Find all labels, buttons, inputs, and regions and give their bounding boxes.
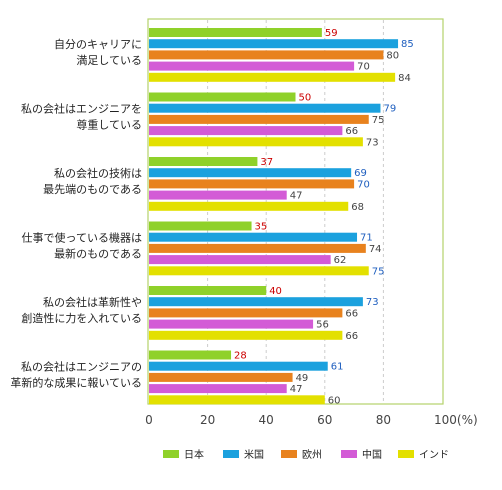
bar-欧州 xyxy=(149,179,355,189)
legend-swatch xyxy=(281,450,297,458)
data-label: 80 xyxy=(386,50,399,61)
data-label: 70 xyxy=(357,62,370,73)
category-label: 満足している xyxy=(76,54,142,67)
data-label: 28 xyxy=(234,351,247,362)
legend-label: インド xyxy=(419,450,449,461)
data-label: 84 xyxy=(398,73,411,84)
bar-米国 xyxy=(149,297,363,307)
bar-インド xyxy=(149,266,369,276)
legend-label: 日本 xyxy=(184,448,204,461)
data-label: 61 xyxy=(331,362,344,373)
legend-label: 米国 xyxy=(244,448,264,461)
category-label: 最先端のものである xyxy=(43,183,142,196)
bar-欧州 xyxy=(149,372,293,382)
data-label: 59 xyxy=(325,28,338,39)
data-label: 75 xyxy=(372,266,385,277)
x-tick-label: 40 xyxy=(259,413,274,427)
bar-米国 xyxy=(149,361,328,371)
bar-日本 xyxy=(149,350,232,360)
bar-米国 xyxy=(149,103,381,113)
x-tick-label: 80 xyxy=(376,413,391,427)
data-label: 73 xyxy=(366,137,379,148)
data-label: 69 xyxy=(354,168,367,179)
data-label: 47 xyxy=(290,191,303,202)
bar-日本 xyxy=(149,157,258,166)
x-tick-label: 20 xyxy=(200,413,215,427)
category-label: 仕事で使っている機器は xyxy=(22,230,142,244)
category-label: 私の会社はエンジニアを xyxy=(21,101,142,115)
legend-swatch xyxy=(223,450,239,458)
data-label: 47 xyxy=(290,384,303,395)
data-label: 66 xyxy=(345,126,358,137)
bar-欧州 xyxy=(149,50,384,60)
bar-インド xyxy=(149,201,349,211)
category-label: 私の会社の技術は xyxy=(54,166,142,180)
category-label: 革新的な成果に報いている xyxy=(10,375,142,389)
category-label: 尊重している xyxy=(76,117,142,131)
category-label: 私の会社はエンジニアの xyxy=(21,359,142,373)
bar-米国 xyxy=(149,168,352,178)
data-label: 71 xyxy=(360,233,373,244)
data-label: 70 xyxy=(357,179,370,190)
x-tick-label: 100(%) xyxy=(434,413,478,427)
data-label: 66 xyxy=(345,308,358,319)
bar-米国 xyxy=(149,39,399,49)
x-tick-label: 60 xyxy=(317,413,332,427)
data-label: 56 xyxy=(316,320,329,331)
bar-中国 xyxy=(149,190,287,200)
data-label: 74 xyxy=(369,244,382,255)
bar-インド xyxy=(149,395,325,405)
bar-中国 xyxy=(149,61,355,71)
data-label: 35 xyxy=(255,222,268,233)
data-label: 50 xyxy=(299,93,312,104)
category-label: 自分のキャリアに xyxy=(54,38,142,51)
data-label: 49 xyxy=(296,373,309,384)
legend-swatch xyxy=(163,450,179,458)
category-label: 創造性に力を入れている xyxy=(21,311,142,325)
bar-欧州 xyxy=(149,114,369,124)
bar-日本 xyxy=(149,286,267,295)
category-label: 最新のものである xyxy=(54,246,142,260)
bar-中国 xyxy=(149,384,287,394)
category-label: 私の会社は革新性や xyxy=(43,295,142,309)
x-tick-label: 0 xyxy=(145,413,153,427)
bar-インド xyxy=(149,72,396,82)
data-label: 73 xyxy=(366,297,379,308)
data-label: 68 xyxy=(351,202,364,213)
bar-インド xyxy=(149,330,343,340)
plot-frame xyxy=(147,18,444,405)
data-label: 85 xyxy=(401,39,414,50)
legend-label: 欧州 xyxy=(302,449,322,461)
bar-中国 xyxy=(149,126,343,136)
bar-欧州 xyxy=(149,243,366,253)
data-label: 40 xyxy=(269,286,282,297)
legend-label: 中国 xyxy=(362,448,382,461)
data-label: 79 xyxy=(383,104,396,115)
bar-中国 xyxy=(149,255,331,265)
data-label: 66 xyxy=(345,331,358,342)
data-label: 37 xyxy=(260,157,273,168)
data-label: 62 xyxy=(334,255,347,266)
data-label: 60 xyxy=(328,395,341,406)
bar-欧州 xyxy=(149,308,343,318)
bar-日本 xyxy=(149,221,252,231)
legend-swatch xyxy=(398,450,414,458)
bar-インド xyxy=(149,137,363,147)
bar-日本 xyxy=(149,92,296,102)
bar-日本 xyxy=(149,28,322,37)
legend-swatch xyxy=(341,450,357,458)
data-label: 75 xyxy=(372,115,385,126)
bar-中国 xyxy=(149,319,314,329)
bar-米国 xyxy=(149,232,358,242)
